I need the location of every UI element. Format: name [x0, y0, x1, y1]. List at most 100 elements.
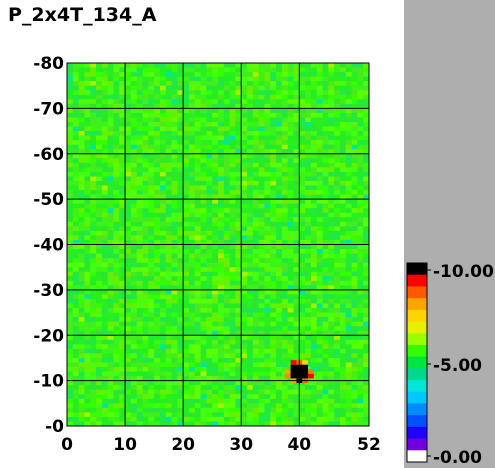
heatmap-cell — [72, 249, 79, 254]
heatmap-cell — [148, 362, 155, 368]
heatmap-cell — [165, 262, 172, 268]
heatmap-cell — [351, 81, 358, 86]
heatmap-cell — [113, 303, 120, 309]
heatmap-cell — [165, 203, 172, 209]
heatmap-cell — [223, 385, 230, 390]
heatmap-cell — [310, 94, 318, 100]
heatmap-cell — [212, 230, 219, 236]
heatmap-cell — [194, 376, 201, 381]
heatmap-cell — [351, 76, 358, 82]
heatmap-cell — [90, 72, 97, 77]
heatmap-cell — [101, 108, 108, 114]
heatmap-cell — [293, 253, 300, 259]
heatmap-cell — [194, 153, 201, 159]
heatmap-cell — [78, 112, 85, 118]
heatmap-cell — [125, 412, 132, 418]
heatmap-cell — [165, 103, 172, 109]
heatmap-cell — [200, 208, 207, 214]
heatmap-cell — [148, 140, 155, 145]
heatmap-cell — [241, 67, 248, 73]
heatmap-cell — [206, 289, 213, 295]
heatmap-cell — [276, 362, 283, 368]
heatmap-cell — [136, 112, 143, 118]
heatmap-cell — [264, 149, 271, 155]
heatmap-cell — [171, 76, 178, 82]
heatmap-cell — [258, 357, 265, 363]
heatmap-cell — [328, 244, 335, 250]
heatmap-cell — [154, 321, 161, 327]
heatmap-cell — [299, 267, 306, 273]
heatmap-cell — [154, 303, 161, 309]
heatmap-cell — [78, 398, 85, 404]
heatmap-cell — [339, 176, 347, 182]
heatmap-cell — [345, 176, 352, 182]
heatmap-cell — [136, 289, 143, 295]
heatmap-cell — [119, 253, 126, 259]
heatmap-cell — [223, 212, 230, 218]
heatmap-cell — [363, 81, 370, 86]
heatmap-cell — [148, 185, 155, 191]
heatmap-cell — [101, 267, 108, 273]
heatmap-cell — [334, 262, 341, 268]
heatmap-cell — [287, 298, 294, 304]
heatmap-cell — [287, 326, 294, 332]
heatmap-cell — [223, 308, 230, 313]
heatmap-cell — [247, 239, 254, 245]
heatmap-cell — [363, 144, 370, 150]
heatmap-cell — [241, 303, 248, 309]
heatmap-cell — [206, 294, 213, 300]
heatmap-cell — [287, 385, 294, 390]
plot-border — [66, 62, 370, 427]
heatmap-cell — [322, 326, 329, 332]
heatmap-cell — [247, 326, 254, 332]
heatmap-cell — [229, 108, 236, 114]
heatmap-cell — [90, 121, 97, 127]
heatmap-cell — [357, 171, 364, 177]
heatmap-cell — [101, 171, 108, 177]
heatmap-cell — [258, 194, 265, 200]
heatmap-cell — [90, 249, 97, 254]
heatmap-cell — [223, 112, 230, 118]
heatmap-cell — [299, 185, 306, 191]
heatmap-cell — [154, 194, 161, 200]
heatmap-cell — [212, 140, 219, 145]
heatmap-cell — [264, 203, 271, 209]
heatmap-cell — [90, 276, 97, 282]
heatmap-cell — [223, 131, 230, 136]
heatmap-cell — [84, 239, 91, 245]
heatmap-cell — [276, 276, 283, 282]
heatmap-cell — [159, 194, 167, 200]
heatmap-cell — [281, 394, 288, 400]
heatmap-cell — [212, 317, 219, 322]
heatmap-cell — [212, 380, 219, 386]
heatmap-cell — [339, 362, 347, 368]
heatmap-cell — [90, 357, 97, 363]
heatmap-cell — [357, 416, 364, 422]
heatmap-cell — [171, 171, 178, 177]
heatmap-cell — [67, 99, 74, 105]
heatmap-cell — [130, 312, 137, 318]
heatmap-cell — [84, 212, 91, 218]
heatmap-cell — [142, 344, 149, 350]
heatmap-cell — [177, 267, 184, 273]
heatmap-cell — [130, 67, 137, 73]
heatmap-cell — [223, 348, 230, 354]
heatmap-cell — [229, 389, 236, 395]
heatmap-cell — [90, 176, 97, 182]
heatmap-cell — [351, 385, 358, 390]
heatmap-cell — [142, 348, 149, 354]
heatmap-cell — [188, 380, 196, 386]
heatmap-cell — [252, 140, 259, 145]
heatmap-cell — [322, 190, 329, 195]
heatmap-cell — [78, 289, 85, 295]
heatmap-cell — [328, 394, 335, 400]
heatmap-cell — [125, 67, 132, 73]
heatmap-cell — [293, 72, 300, 77]
heatmap-cell — [72, 235, 79, 241]
heatmap-cell — [194, 385, 201, 390]
heatmap-cell — [316, 321, 323, 327]
heatmap-cell — [67, 94, 74, 100]
heatmap-cell — [130, 321, 137, 327]
heatmap-cell — [113, 226, 120, 232]
heatmap-cell — [252, 131, 259, 136]
